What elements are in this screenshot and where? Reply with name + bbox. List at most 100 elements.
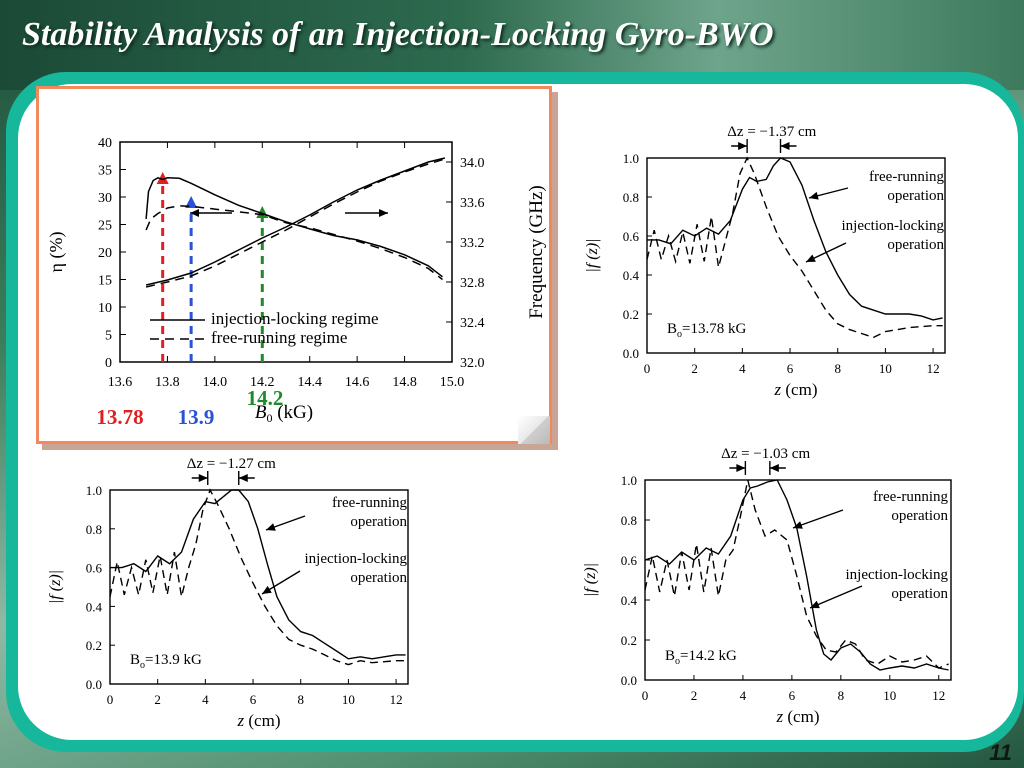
main-chart-card [36, 86, 552, 444]
y-tick-label: 1.0 [86, 483, 102, 498]
field-label: Bo=14.2 kG [665, 648, 737, 667]
y-tick-label-left: 25 [98, 219, 112, 234]
delta-z-label: Δz = −1.27 cm [187, 456, 276, 472]
efficiency-injection-line [145, 176, 443, 278]
x-tick-label: 4 [739, 361, 746, 376]
y-tick-label: 0.8 [623, 190, 639, 205]
y-tick-label-left: 10 [98, 301, 112, 316]
annotation-arrow-injection-locking [809, 585, 863, 609]
annotation-injection-locking: operation [350, 570, 407, 586]
delta-z-arrow-right-head [780, 142, 790, 150]
y-tick-label-right: 32.8 [460, 276, 485, 291]
frequency-injection-line [145, 157, 446, 286]
x-axis-label: z (cm) [776, 707, 820, 726]
delta-z-arrow-right-head [769, 464, 779, 472]
delta-z-arrow-left-head [736, 464, 746, 472]
x-tick-label: 0 [107, 692, 114, 707]
y-axis-label-left: η (%) [46, 232, 67, 273]
y-tick-label: 0.0 [621, 673, 637, 688]
free-running-curve [647, 157, 943, 321]
y-tick-label: 0.6 [623, 229, 640, 244]
annotation-arrow-injection-locking-head [806, 254, 816, 262]
y-tick-label-right: 33.6 [460, 196, 485, 211]
y-tick-label: 0.0 [623, 346, 639, 361]
annotation-free-running: free-running [869, 169, 944, 185]
free-running-curve [110, 489, 406, 660]
y-tick-label-left: 30 [98, 191, 112, 206]
slide-title: Stability Analysis of an Injection-Locki… [22, 16, 774, 53]
y-tick-label-left: 5 [105, 329, 112, 344]
annotation-injection-locking: injection-locking [305, 551, 408, 567]
annotation-injection-locking: injection-locking [842, 218, 945, 234]
x-tick-label: 12 [927, 361, 940, 376]
x-axis-label: z (cm) [774, 380, 818, 399]
x-tick-label: 14.8 [392, 375, 417, 390]
field-label: Bo=13.78 kG [667, 321, 746, 340]
x-tick-label: 2 [691, 688, 698, 703]
x-tick-label: 10 [879, 361, 892, 376]
x-tick-label: 14.4 [297, 375, 322, 390]
annotation-free-running: free-running [873, 489, 948, 505]
y-tick-label-right: 32.4 [460, 316, 485, 331]
page-curl [518, 416, 550, 444]
legend-label: free-running regime [211, 328, 347, 347]
x-tick-label: 8 [834, 361, 841, 376]
y-tick-label: 0.8 [621, 513, 637, 528]
legend-label: injection-locking regime [211, 309, 379, 328]
y-tick-label: 0.2 [86, 638, 102, 653]
x-tick-label: 13.6 [108, 375, 133, 390]
delta-z-label: Δz = −1.37 cm [727, 124, 816, 140]
annotation-injection-locking: operation [887, 237, 944, 253]
x-tick-label: 4 [202, 692, 209, 707]
y-axis-label: |f (z)| [47, 570, 64, 604]
free-running-curve [644, 479, 949, 671]
y-tick-label: 0.4 [86, 599, 103, 614]
x-axis-label: z (cm) [237, 711, 281, 730]
x-tick-label: 13.8 [155, 375, 180, 390]
y-tick-label-right: 32.0 [460, 356, 485, 371]
annotation-injection-locking: operation [891, 586, 948, 602]
annotation-injection-locking: injection-locking [846, 567, 949, 583]
annotation-free-running: operation [887, 188, 944, 204]
annotation-free-running: operation [891, 508, 948, 524]
right-direction-arrow-head [379, 209, 388, 217]
y-tick-label: 0.6 [621, 553, 638, 568]
x-tick-label: 8 [297, 692, 304, 707]
x-tick-label: 8 [838, 688, 845, 703]
injection-locking-curve [646, 156, 943, 339]
marker-label: 13.78 [96, 405, 143, 429]
y-axis-label-right: Frequency (GHz) [526, 185, 547, 318]
x-tick-label: 6 [787, 361, 794, 376]
field-label: Bo=13.9 kG [130, 652, 202, 671]
x-axis-label: B0 (kG) [255, 402, 313, 425]
y-tick-label: 0.6 [86, 561, 103, 576]
y-axis-label: |f (z)| [584, 238, 601, 272]
y-axis-label: |f (z)| [582, 563, 599, 597]
x-tick-label: 0 [642, 688, 649, 703]
y-tick-label: 0.0 [86, 677, 102, 692]
annotation-arrow-free-running-head [793, 521, 803, 529]
y-tick-label-left: 15 [98, 274, 112, 289]
y-tick-label: 0.2 [621, 633, 637, 648]
x-tick-label: 14.2 [250, 375, 275, 390]
top_right-plot-frame [646, 157, 946, 354]
delta-z-arrow-left-head [198, 474, 208, 482]
delta-z-arrow-right-head [238, 474, 248, 482]
annotation-free-running: free-running [332, 495, 407, 511]
x-tick-label: 6 [250, 692, 257, 707]
injection-locking-curve [109, 488, 406, 666]
x-tick-label: 12 [932, 688, 945, 703]
annotation-arrow-free-running-head [266, 523, 276, 531]
delta-z-arrow-left-head [738, 142, 748, 150]
y-tick-label-left: 20 [98, 246, 112, 261]
y-tick-label-right: 34.0 [460, 156, 485, 171]
frequency-free-running-line [145, 158, 446, 288]
x-tick-label: 10 [883, 688, 896, 703]
marker-label: 13.9 [178, 405, 215, 429]
marker-label: 14.2 [247, 386, 284, 410]
delta-z-label: Δz = −1.03 cm [721, 446, 810, 462]
y-tick-label: 0.8 [86, 522, 102, 537]
y-tick-label: 1.0 [621, 473, 637, 488]
x-tick-label: 12 [390, 692, 403, 707]
injection-locking-curve [644, 479, 949, 669]
